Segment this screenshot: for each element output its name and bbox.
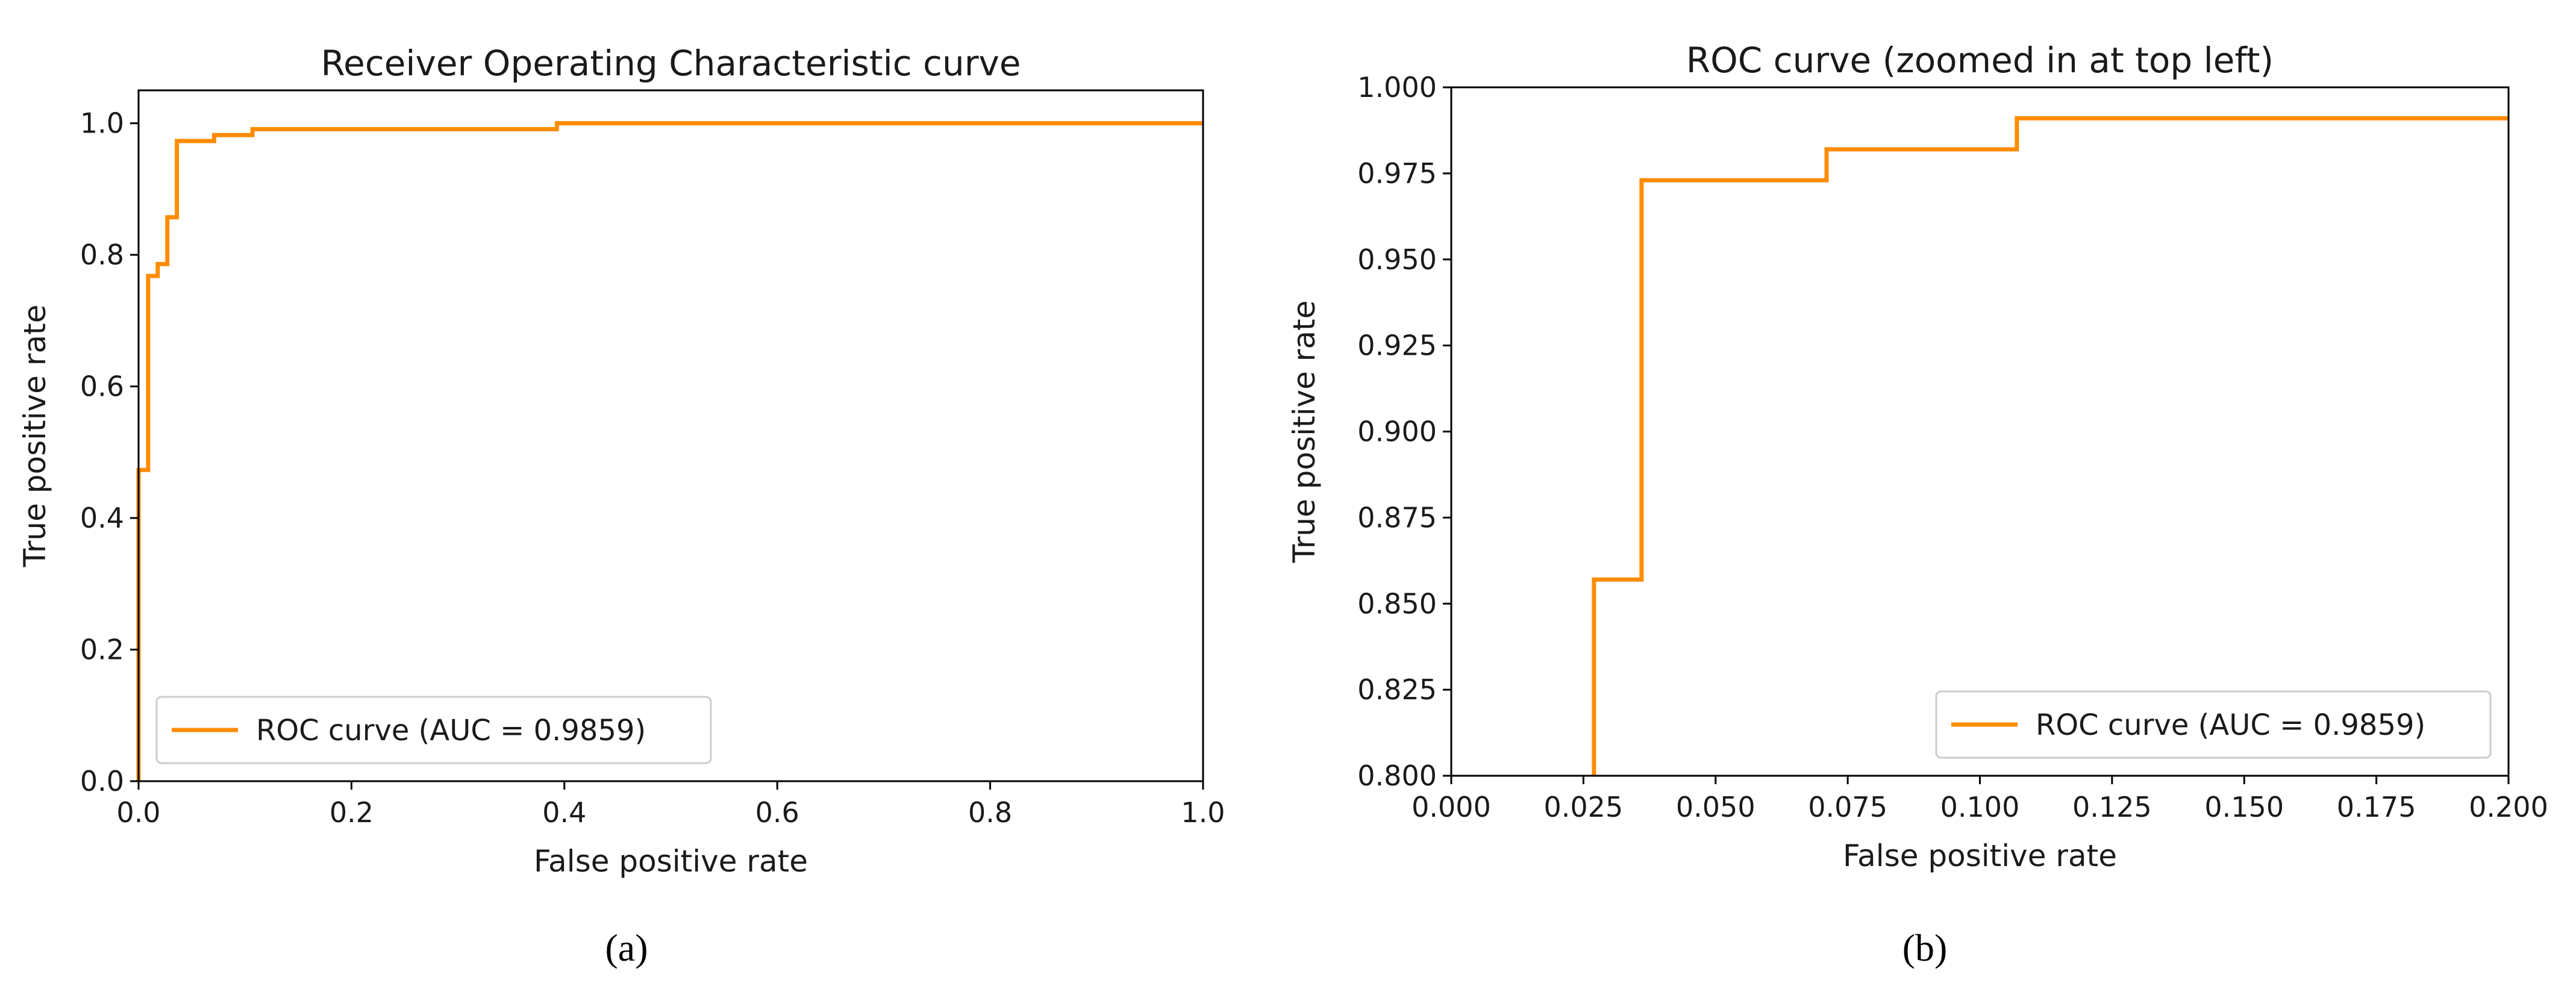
chart-b-y-tick-label: 0.850 [1357, 587, 1437, 620]
chart-a-x-tick-label: 0.4 [542, 796, 586, 829]
chart-b-legend-label: ROC curve (AUC = 0.9859) [2036, 708, 2425, 742]
chart-b-y-tick-label: 0.875 [1357, 501, 1437, 534]
chart-a-legend: ROC curve (AUC = 0.9859) [155, 696, 712, 764]
chart-b-x-tick-label: 0.200 [2469, 791, 2548, 823]
chart-b-title: ROC curve (zoomed in at top left) [1686, 40, 2274, 81]
chart-b-x-tick-label: 0.075 [1808, 791, 1887, 823]
chart-a-y-tick-label: 0.6 [80, 370, 124, 403]
chart-b-x-tick-label: 0.050 [1676, 791, 1755, 823]
chart-b-y-tick-label: 0.800 [1357, 760, 1437, 792]
chart-a-x-tick-label: 0.8 [968, 796, 1012, 829]
panel-label-a: (a) [605, 926, 648, 969]
chart-b-x-tick-label: 0.175 [2337, 791, 2416, 823]
chart-b-y-tick-label: 0.975 [1357, 157, 1437, 190]
chart-b-roc-line [1592, 116, 2509, 776]
chart-b-roc-zoomed: ROC curve (zoomed in at top left)0.000 0.… [1287, 40, 2548, 873]
chart-a-y-tick-label: 1.0 [80, 107, 124, 140]
chart-b-axes-frame [1450, 86, 2510, 777]
chart-a-legend-box [155, 696, 712, 764]
chart-a-axes-frame [137, 89, 1204, 782]
chart-b-y-tick-label: 0.950 [1357, 243, 1437, 276]
chart-a-y-tick-label: 0.8 [80, 239, 124, 271]
chart-a-y-tick-label: 0.4 [80, 502, 124, 534]
chart-a-title: Receiver Operating Characteristic curve [320, 43, 1021, 84]
chart-b-x-tick-label: 0.000 [1411, 791, 1491, 823]
chart-b-legend: ROC curve (AUC = 0.9859) [1935, 690, 2492, 759]
chart-b-y-tick-label: 0.925 [1357, 329, 1437, 362]
chart-b-legend-box [1935, 690, 2492, 759]
chart-b-x-axis-label: False positive rate [1843, 838, 2117, 873]
chart-a-roc-line [136, 121, 1203, 781]
chart-b-y-tick-label: 0.825 [1357, 673, 1437, 706]
chart-a-y-axis-label: True positive rate [17, 305, 52, 568]
chart-a-x-tick-label: 0.2 [330, 796, 374, 829]
chart-b-y-tick-label: 1.000 [1357, 71, 1437, 104]
chart-a-x-tick-label: 0.6 [755, 796, 799, 829]
chart-b-x-tick-label: 0.125 [2072, 791, 2152, 823]
chart-a-roc-full: Receiver Operating Characteristic curve 0… [17, 43, 1225, 879]
chart-b-y-axis-label: True positive rate [1287, 301, 1322, 564]
chart-b-x-tick-label: 0.025 [1544, 791, 1624, 823]
chart-b-x-tick-label: 0.100 [1940, 791, 2020, 823]
chart-a-legend-label: ROC curve (AUC = 0.9859) [256, 714, 646, 747]
chart-b-x-tick-label: 0.150 [2204, 791, 2284, 823]
chart-a-y-tick-label: 0.0 [80, 765, 124, 797]
chart-a-x-axis-label: False positive rate [534, 844, 808, 879]
chart-a-x-tick-label: 1.0 [1181, 796, 1225, 829]
panel-label-b: (b) [1902, 926, 1948, 969]
chart-a-y-tick-label: 0.2 [80, 634, 124, 666]
chart-a-x-tick-label: 0.0 [116, 796, 160, 829]
chart-b-y-tick-label: 0.900 [1357, 416, 1437, 448]
